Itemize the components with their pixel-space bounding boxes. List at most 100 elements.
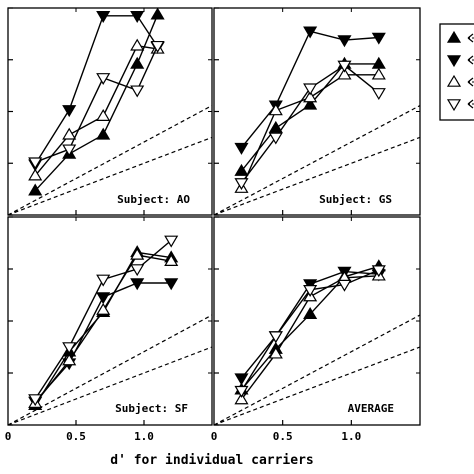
series-line	[34, 239, 172, 400]
data-point-up-open	[268, 346, 283, 359]
data-point-up-open	[303, 90, 318, 103]
data-point-down-open	[96, 274, 111, 287]
data-point-up-open	[234, 392, 249, 405]
reference-line-dashed	[213, 136, 421, 216]
data-point-down-filled	[303, 279, 318, 292]
data-point-down-filled	[234, 373, 249, 386]
panel-1: Subject: AO	[7, 7, 213, 216]
data-point-up-open	[96, 302, 111, 315]
data-point-down-open	[234, 178, 249, 191]
reference-line-dashed	[7, 346, 213, 426]
data-point-down-filled	[130, 278, 145, 291]
series-line	[240, 64, 380, 184]
data-point-up-open	[96, 108, 111, 121]
x-tick-label: 0.5	[273, 430, 293, 443]
data-point-down-open	[371, 88, 386, 101]
panels-group: Subject: AO Subject: GS Subject: SF AVERAGE…	[5, 7, 421, 443]
series-down-open	[28, 235, 179, 407]
data-point-up-open	[130, 38, 145, 51]
panel-4: AVERAGE	[213, 216, 421, 426]
data-point-up-open	[371, 67, 386, 80]
data-point-up-filled	[303, 97, 318, 110]
legend-marker-up-open	[446, 74, 462, 87]
reference-line-dashed	[213, 314, 421, 426]
data-point-down-filled	[164, 278, 179, 291]
data-point-down-open	[28, 394, 43, 407]
reference-line-dashed	[213, 105, 421, 216]
data-point-down-filled	[303, 26, 318, 39]
data-point-down-open	[96, 73, 111, 86]
data-point-up-open	[130, 247, 145, 260]
data-point-up-open	[164, 254, 179, 266]
series-down-open	[234, 265, 386, 398]
data-point-up-open	[62, 353, 77, 366]
panel-label: Subject: SF	[115, 402, 188, 415]
data-point-down-open	[337, 279, 352, 292]
data-point-down-filled	[62, 105, 77, 118]
data-point-down-open	[28, 157, 43, 170]
series-down-open	[234, 60, 386, 191]
data-point-up-open	[62, 127, 77, 140]
data-point-down-open	[268, 331, 283, 344]
data-point-down-open	[268, 132, 283, 145]
data-point-down-open	[130, 85, 145, 98]
data-point-up-filled	[130, 56, 145, 69]
data-point-up-filled	[96, 127, 111, 140]
data-point-up-open	[337, 67, 352, 80]
reference-line-dashed	[7, 314, 213, 426]
data-point-down-open	[62, 144, 77, 157]
legend-marker-down-filled	[446, 55, 462, 68]
x-axis-label: d' for individual carriers	[110, 453, 314, 468]
data-point-down-filled	[337, 35, 352, 48]
x-tick-label: 1.0	[134, 430, 154, 443]
data-point-down-open	[62, 342, 77, 355]
panel-frame	[7, 7, 213, 216]
data-point-down-open	[371, 265, 386, 278]
series-up-open	[28, 38, 165, 181]
legend	[439, 23, 474, 121]
panel-label: Subject: GS	[319, 193, 392, 206]
reference-line-dashed	[7, 136, 213, 216]
reference-line-dashed	[7, 105, 213, 216]
data-point-up-open	[28, 168, 43, 181]
legend-arrow-icon	[467, 99, 474, 109]
legend-arrow-icon	[467, 33, 474, 43]
legend-marker-down-open	[446, 99, 462, 112]
data-point-up-filled	[371, 56, 386, 69]
x-tick-label: 0	[5, 430, 12, 443]
legend-arrow-icon	[467, 77, 474, 87]
series-down-filled	[28, 278, 179, 409]
data-point-down-open	[150, 40, 165, 53]
data-point-down-open	[303, 285, 318, 297]
panel-label: Subject: AO	[117, 193, 190, 206]
data-point-up-filled	[234, 163, 249, 176]
data-point-up-filled	[268, 120, 283, 133]
series-down-open	[28, 40, 165, 170]
data-point-down-open	[164, 235, 179, 248]
data-point-up-filled	[150, 7, 165, 20]
data-point-down-open	[130, 264, 145, 277]
data-point-up-filled	[303, 307, 318, 320]
reference-line-dashed	[213, 346, 421, 426]
data-point-down-filled	[130, 10, 145, 23]
panel-3: Subject: SF	[7, 216, 213, 426]
panel-2: Subject: GS	[213, 7, 421, 216]
data-point-down-filled	[371, 32, 386, 45]
data-point-down-filled	[96, 292, 111, 305]
data-point-down-filled	[234, 142, 249, 155]
x-tick-label: 0	[211, 430, 218, 443]
data-point-up-filled	[28, 183, 43, 196]
series-down-filled	[234, 266, 386, 386]
data-point-down-open	[303, 83, 318, 96]
series-up-open	[28, 247, 179, 408]
series-up-filled	[28, 245, 179, 411]
panel-label: AVERAGE	[348, 402, 394, 415]
series-down-filled	[28, 10, 165, 172]
data-point-up-open	[268, 103, 283, 116]
data-point-down-filled	[96, 10, 111, 23]
legend-marker-up-filled	[446, 30, 462, 43]
legend-arrow-icon	[467, 55, 474, 65]
series-line	[34, 14, 159, 192]
data-point-down-open	[234, 385, 249, 398]
